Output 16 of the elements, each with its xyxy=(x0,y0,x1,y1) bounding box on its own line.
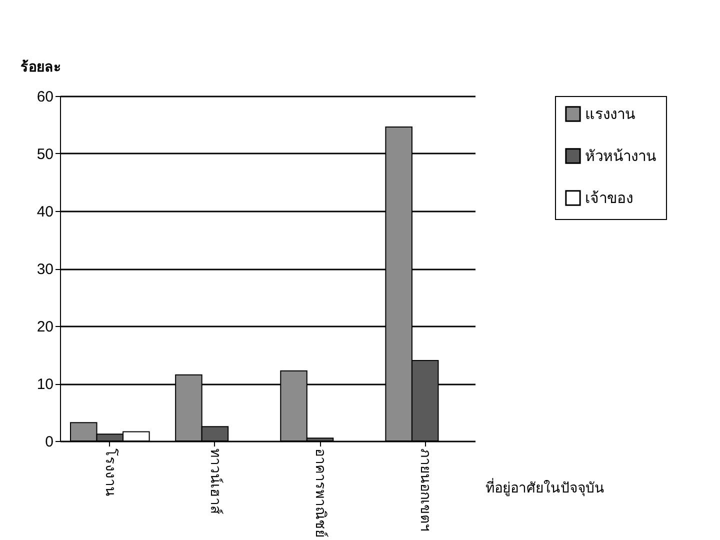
y-tick-label: 40 xyxy=(36,204,54,220)
legend-label: หัวหน้างาน xyxy=(585,148,656,165)
y-tick-label: 60 xyxy=(36,88,54,106)
y-tick-label: 0 xyxy=(45,434,54,450)
y-tick-label: 30 xyxy=(36,261,54,278)
legend-label: แรงงาน xyxy=(585,106,635,123)
legend-label: เจ้าของ xyxy=(585,190,633,207)
x-tick-label: โรงงาน xyxy=(102,448,119,496)
x-tick-label: ภายนอกเขตฯ xyxy=(418,448,434,532)
x-tick-label: อาคารพาณิชย์ xyxy=(313,448,330,538)
y-axis-title: ร้อยละ xyxy=(20,58,62,74)
x-tick-label: ทาวน์เฮาส์ xyxy=(208,448,224,514)
y-tick-label: 50 xyxy=(36,146,54,163)
x-axis-title: ที่อยู่อาศัยในปัจจุบัน xyxy=(486,478,604,496)
y-tick-label: 20 xyxy=(36,318,54,336)
y-tick-label: 10 xyxy=(36,376,54,393)
